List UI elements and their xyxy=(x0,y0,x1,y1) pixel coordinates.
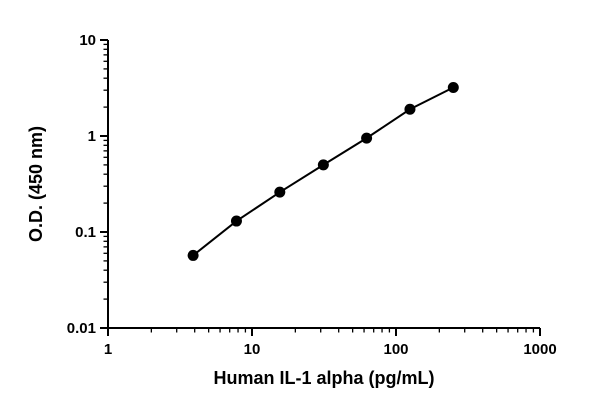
y-tick-label: 0.01 xyxy=(67,320,96,337)
data-point xyxy=(230,215,242,227)
data-point xyxy=(447,82,459,94)
x-tick-label: 100 xyxy=(383,341,408,358)
data-point xyxy=(274,186,286,198)
data-point xyxy=(361,132,373,144)
x-tick-label: 1 xyxy=(104,341,112,358)
y-tick-label: 10 xyxy=(79,32,96,49)
x-tick-label: 10 xyxy=(244,341,261,358)
data-point xyxy=(187,249,199,261)
y-axis-title: O.D. (450 nm) xyxy=(26,126,46,242)
x-axis-title: Human IL-1 alpha (pg/mL) xyxy=(213,368,434,388)
data-point xyxy=(404,103,416,115)
x-tick-label: 1000 xyxy=(523,341,556,358)
data-point xyxy=(317,159,329,171)
curve-line xyxy=(192,86,454,257)
y-tick-label: 0.1 xyxy=(75,224,96,241)
y-tick-label: 1 xyxy=(88,128,96,145)
